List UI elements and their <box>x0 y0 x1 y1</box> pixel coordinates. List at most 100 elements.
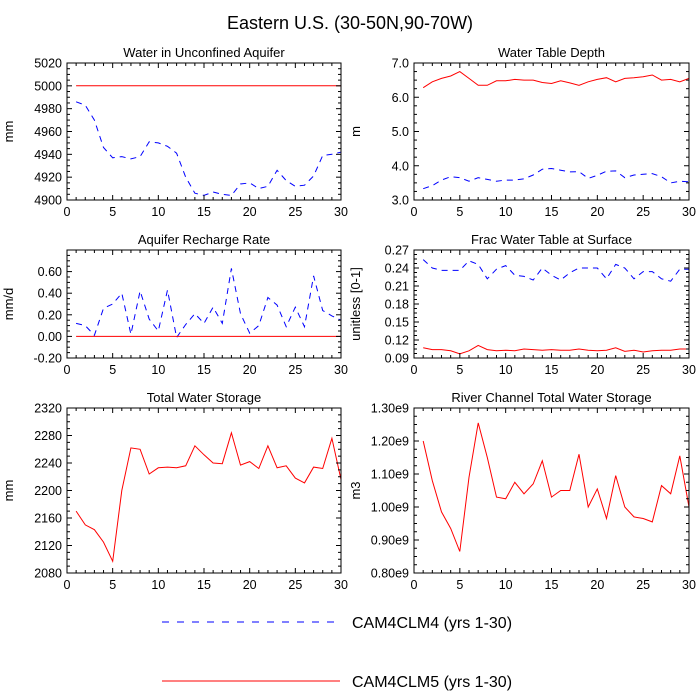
y-tick-label: 0.24 <box>385 262 409 276</box>
series-line-cam4clm5 <box>423 344 689 355</box>
series-line-cam4clm5 <box>75 430 342 564</box>
y-axis-label: unitless [0-1] <box>348 267 363 341</box>
x-tick-label: 10 <box>151 578 165 592</box>
x-tick-label: 30 <box>334 578 348 592</box>
y-tick-label: 3.0 <box>392 194 409 208</box>
x-tick-label: 0 <box>411 205 418 219</box>
plot-frame <box>413 407 690 574</box>
x-tick-label: 30 <box>334 363 348 377</box>
x-tick-label: 0 <box>64 205 71 219</box>
y-tick-label: 0.09 <box>385 352 409 366</box>
y-tick-label: 0.21 <box>385 280 409 294</box>
x-tick-label: 10 <box>151 363 165 377</box>
x-tick-label: 25 <box>288 205 302 219</box>
x-tick-label: 5 <box>109 363 116 377</box>
legend-label-cam4clm5: CAM4CLM5 (yrs 1-30) <box>352 674 512 691</box>
x-tick-label: 30 <box>682 363 696 377</box>
x-tick-label: 15 <box>545 578 559 592</box>
x-tick-label: 10 <box>499 205 513 219</box>
y-tick-label: 7.0 <box>392 57 409 71</box>
plot-frame <box>413 249 690 359</box>
y-axis-label: mm <box>1 121 16 143</box>
y-tick-label: 2280 <box>34 429 62 443</box>
x-tick-label: 25 <box>288 578 302 592</box>
y-tick-label: 0.20 <box>38 308 62 322</box>
series-line-cam4clm4 <box>75 268 342 339</box>
legend: CAM4CLM4 (yrs 1-30) CAM4CLM5 (yrs 1-30) <box>162 615 512 691</box>
series-line-cam4clm5 <box>422 422 690 552</box>
y-tick-label: 4980 <box>34 102 62 116</box>
series-line-cam4clm5 <box>422 71 690 89</box>
y-tick-label: 1.00e9 <box>371 501 409 515</box>
y-tick-label: 4960 <box>34 125 62 139</box>
panel-aquifer-recharge-rate: Aquifer Recharge Rate mm/d 0 5 10 15 20 25 30 -0.… <box>1 232 348 377</box>
y-tick-label: 0.90e9 <box>371 534 409 548</box>
figure-title: Eastern U.S. (30-50N,90-70W) <box>227 13 473 33</box>
plot-frame <box>66 249 342 359</box>
y-tick-label: 2200 <box>34 484 62 498</box>
y-tick-label: 2160 <box>34 512 62 526</box>
x-tick-label: 15 <box>545 205 559 219</box>
y-axis-label: m <box>348 126 363 137</box>
x-tick-label: 20 <box>590 205 604 219</box>
y-tick-label: 4.0 <box>392 159 409 173</box>
series-line-cam4clm4 <box>75 101 342 196</box>
y-tick-label: 5020 <box>34 57 62 71</box>
x-tick-label: 0 <box>64 578 71 592</box>
y-tick-label: 2240 <box>34 457 62 471</box>
y-tick-label: 0.27 <box>385 244 409 258</box>
x-tick-label: 25 <box>288 363 302 377</box>
x-tick-label: 10 <box>499 578 513 592</box>
y-tick-label: 2080 <box>34 567 62 581</box>
plot-frame <box>66 407 342 574</box>
panel-water-in-unconfined-aquifer: Water in Unconfined Aquifer mm 0 5 10 15 20 25 3… <box>1 45 348 219</box>
y-tick-label: -0.20 <box>34 352 63 366</box>
y-tick-label: 2120 <box>34 539 62 553</box>
x-tick-label: 15 <box>545 363 559 377</box>
panel-title: Total Water Storage <box>147 390 261 405</box>
x-tick-label: 0 <box>411 578 418 592</box>
panel-title: River Channel Total Water Storage <box>451 390 651 405</box>
x-tick-label: 0 <box>64 363 71 377</box>
x-tick-label: 10 <box>151 205 165 219</box>
x-tick-label: 10 <box>499 363 513 377</box>
panel-title: Water Table Depth <box>498 45 605 60</box>
y-tick-label: 0.40 <box>38 287 62 301</box>
x-tick-label: 25 <box>636 578 650 592</box>
y-tick-label: 2320 <box>34 402 62 416</box>
x-tick-label: 20 <box>243 363 257 377</box>
y-tick-label: 1.20e9 <box>371 435 409 449</box>
panel-river-channel-total-water-storage: River Channel Total Water Storage m3 0 5 10 1… <box>348 390 696 592</box>
x-tick-label: 25 <box>636 205 650 219</box>
panel-grid: Water in Unconfined Aquifer mm 0 5 10 15 20 25 3… <box>1 45 696 592</box>
x-tick-label: 15 <box>197 205 211 219</box>
x-tick-label: 0 <box>411 363 418 377</box>
x-tick-label: 5 <box>109 205 116 219</box>
panel-total-water-storage: Total Water Storage mm 0 5 10 15 20 25 30 2080 212… <box>1 390 348 592</box>
x-tick-label: 20 <box>243 578 257 592</box>
x-tick-label: 25 <box>636 363 650 377</box>
panel-title: Water in Unconfined Aquifer <box>123 45 285 60</box>
legend-label-cam4clm4: CAM4CLM4 (yrs 1-30) <box>352 615 512 632</box>
x-tick-label: 30 <box>682 578 696 592</box>
y-axis-label: mm <box>1 480 16 502</box>
y-axis-label: m3 <box>348 481 363 499</box>
x-tick-label: 5 <box>109 578 116 592</box>
y-tick-label: 0.00 <box>38 330 62 344</box>
panel-frac-water-table-at-surface: Frac Water Table at Surface unitless [0-1… <box>348 232 696 377</box>
x-tick-label: 20 <box>590 363 604 377</box>
x-tick-label: 5 <box>456 363 463 377</box>
y-tick-label: 5.0 <box>392 125 409 139</box>
series-line-cam4clm4 <box>422 259 689 282</box>
x-tick-label: 30 <box>334 205 348 219</box>
x-tick-label: 30 <box>682 205 696 219</box>
panel-title: Frac Water Table at Surface <box>471 232 632 247</box>
y-tick-label: 0.60 <box>38 265 62 279</box>
y-tick-label: 5000 <box>34 79 62 93</box>
y-tick-label: 6.0 <box>392 91 409 105</box>
y-tick-label: 0.80e9 <box>371 567 409 581</box>
panel-title: Aquifer Recharge Rate <box>138 232 270 247</box>
y-tick-label: 4900 <box>34 194 62 208</box>
series-line-cam4clm4 <box>423 167 690 190</box>
